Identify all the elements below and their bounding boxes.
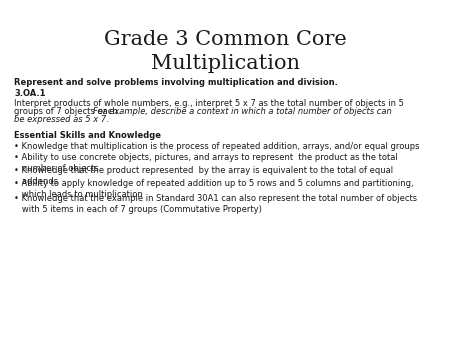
Text: • Knowledge that multiplication is the process of repeated addition, arrays, and: • Knowledge that multiplication is the p… [14,142,419,151]
Text: groups of 7 objects each.: groups of 7 objects each. [14,107,123,116]
Text: Represent and solve problems involving multiplication and division.: Represent and solve problems involving m… [14,78,338,87]
Text: Essential Skills and Knowledge: Essential Skills and Knowledge [14,131,161,140]
Text: Grade 3 Common Core: Grade 3 Common Core [104,30,346,49]
Text: 3.OA.1: 3.OA.1 [14,89,45,98]
Text: Interpret products of whole numbers, e.g., interpret 5 x 7 as the total number o: Interpret products of whole numbers, e.g… [14,99,404,108]
Text: be expressed as 5 x 7.: be expressed as 5 x 7. [14,115,109,124]
Text: • Ability to apply knowledge of repeated addition up to 5 rows and 5 columns and: • Ability to apply knowledge of repeated… [14,179,414,199]
Text: • Ability to use concrete objects, pictures, and arrays to represent  the produc: • Ability to use concrete objects, pictu… [14,153,398,173]
Text: Multiplication: Multiplication [150,54,300,73]
Text: • Knowledge that the example in Standard 30A1 can also represent the total numbe: • Knowledge that the example in Standard… [14,194,417,214]
Text: • Knowledge that the product represented  by the array is equivalent to the tota: • Knowledge that the product represented… [14,166,393,186]
Text: For example, describe a context in which a total number of objects can: For example, describe a context in which… [93,107,392,116]
